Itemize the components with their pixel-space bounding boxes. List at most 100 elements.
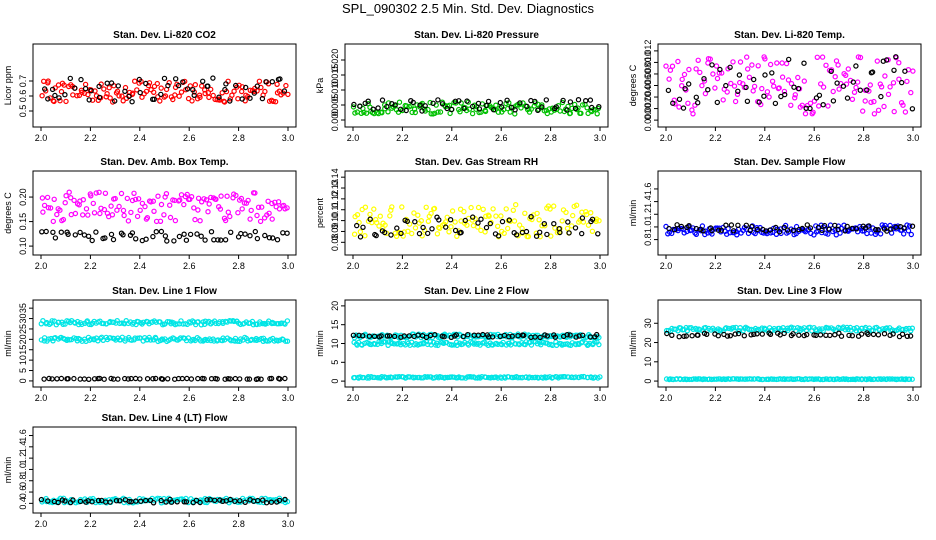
data-point bbox=[528, 213, 534, 220]
data-point bbox=[744, 98, 751, 105]
data-point bbox=[416, 230, 423, 237]
data-point bbox=[263, 79, 269, 85]
data-point bbox=[354, 211, 361, 218]
data-point bbox=[674, 222, 680, 228]
data-point bbox=[838, 333, 845, 339]
data-point bbox=[144, 376, 151, 382]
data-point bbox=[71, 375, 77, 382]
data-point bbox=[448, 223, 454, 230]
y-tick-label: 0.7 bbox=[18, 75, 28, 88]
data-point bbox=[525, 233, 532, 240]
data-point bbox=[181, 499, 187, 505]
y-tick-label: 1.4 bbox=[643, 195, 653, 208]
panel-title: Stan. Dev. Li-820 Pressure bbox=[414, 30, 539, 41]
data-point bbox=[844, 223, 850, 230]
data-point bbox=[282, 496, 288, 503]
data-point bbox=[838, 225, 844, 232]
x-tick-label: 2.2 bbox=[84, 393, 97, 403]
data-point bbox=[464, 98, 470, 104]
data-point bbox=[877, 231, 884, 237]
data-point bbox=[666, 76, 672, 82]
data-point bbox=[210, 75, 216, 81]
data-point bbox=[842, 228, 848, 234]
data-point bbox=[493, 213, 499, 219]
data-point bbox=[373, 216, 379, 223]
data-point bbox=[807, 225, 814, 231]
data-point bbox=[907, 333, 914, 339]
data-point bbox=[570, 212, 576, 219]
data-point bbox=[878, 376, 885, 382]
data-point bbox=[233, 192, 239, 199]
x-tick-label: 2.0 bbox=[347, 261, 360, 271]
panel-title: Stan. Dev. Line 3 Flow bbox=[737, 286, 842, 297]
data-point bbox=[553, 104, 559, 110]
data-point bbox=[172, 217, 179, 224]
data-point bbox=[741, 333, 748, 339]
data-point bbox=[596, 217, 602, 224]
data-point bbox=[81, 376, 88, 382]
data-point bbox=[244, 376, 250, 382]
data-point bbox=[41, 376, 47, 382]
x-tick-label: 2.4 bbox=[759, 393, 772, 403]
data-point bbox=[704, 331, 710, 337]
y-tick-label: 1.2 bbox=[643, 208, 653, 221]
plot-panel-2: Stan. Dev. Li-820 Pressure kPa 2.0 2.2 2.4 2.… bbox=[315, 30, 609, 143]
data-point bbox=[588, 209, 594, 216]
y-tick-label: 1.2 bbox=[18, 452, 28, 465]
data-point bbox=[551, 220, 557, 227]
data-point bbox=[478, 216, 484, 222]
data-point bbox=[723, 325, 729, 331]
data-point bbox=[131, 190, 137, 196]
y-axis-label: ml/min bbox=[3, 457, 13, 484]
data-point bbox=[435, 342, 441, 349]
data-point bbox=[428, 111, 434, 117]
data-point bbox=[779, 74, 786, 80]
x-tick-label: 2.2 bbox=[709, 133, 722, 143]
data-point bbox=[678, 223, 685, 230]
data-point bbox=[551, 203, 557, 209]
y-tick-label: 0.14 bbox=[330, 168, 340, 186]
data-point bbox=[466, 106, 473, 112]
data-point bbox=[901, 231, 907, 237]
data-point bbox=[788, 102, 794, 109]
data-point bbox=[120, 207, 127, 214]
data-point bbox=[151, 96, 157, 103]
data-point bbox=[573, 202, 580, 208]
y-tick-label: 15 bbox=[18, 345, 28, 355]
data-point bbox=[700, 228, 706, 234]
data-point bbox=[875, 107, 882, 114]
y-tick-label: 0.012 bbox=[643, 40, 653, 63]
data-point bbox=[382, 229, 388, 236]
data-point bbox=[101, 206, 108, 213]
data-point bbox=[192, 216, 198, 223]
plot-frame bbox=[657, 299, 922, 388]
data-point bbox=[373, 232, 379, 239]
data-point bbox=[85, 212, 91, 218]
data-point bbox=[521, 332, 527, 339]
data-point bbox=[730, 228, 737, 234]
data-point bbox=[589, 104, 595, 111]
data-point bbox=[686, 81, 692, 87]
y-tick-label: 0.008 bbox=[643, 63, 653, 86]
data-point bbox=[202, 90, 208, 97]
data-point bbox=[449, 208, 456, 214]
y-tick-label: 10 bbox=[330, 338, 340, 348]
data-point bbox=[60, 216, 67, 223]
data-point bbox=[480, 206, 486, 212]
data-point bbox=[137, 376, 143, 382]
plot-panel-9: Stan. Dev. Line 3 Flow ml/min 2.0 2.2 2.4 2.6… bbox=[628, 286, 922, 403]
data-point bbox=[815, 224, 822, 231]
x-tick-label: 3.0 bbox=[594, 261, 607, 271]
data-point bbox=[224, 193, 230, 199]
data-point bbox=[709, 227, 715, 234]
data-point bbox=[223, 81, 229, 87]
data-point bbox=[536, 217, 542, 223]
data-point bbox=[699, 82, 705, 89]
x-tick-label: 2.4 bbox=[759, 261, 772, 271]
data-point bbox=[411, 106, 418, 112]
data-point bbox=[79, 89, 85, 96]
data-point bbox=[108, 231, 115, 238]
data-point bbox=[517, 100, 523, 106]
data-point bbox=[790, 227, 797, 234]
data-point bbox=[443, 219, 449, 225]
